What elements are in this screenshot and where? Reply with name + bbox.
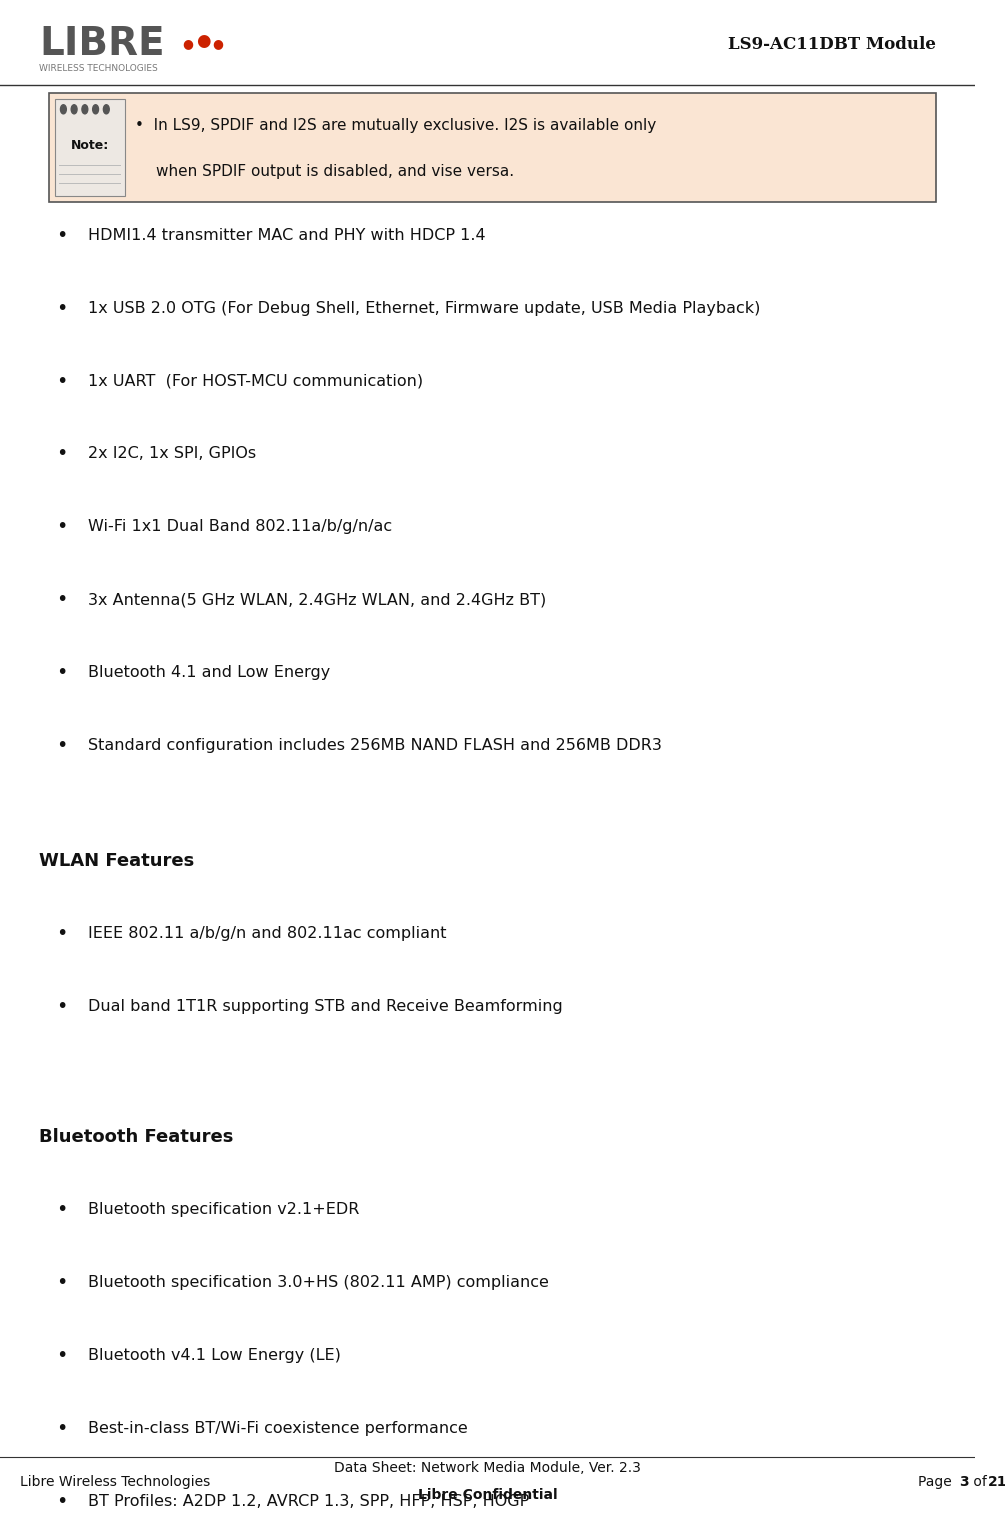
Text: Libre Wireless Technologies: Libre Wireless Technologies xyxy=(19,1474,210,1489)
Circle shape xyxy=(92,105,98,114)
Text: •: • xyxy=(55,736,67,754)
Text: Page: Page xyxy=(918,1474,956,1489)
Text: •: • xyxy=(55,372,67,390)
Text: ●: ● xyxy=(196,32,211,50)
Text: Standard configuration includes 256MB NAND FLASH and 256MB DDR3: Standard configuration includes 256MB NA… xyxy=(87,738,661,753)
Text: of: of xyxy=(969,1474,991,1489)
Text: •: • xyxy=(55,1274,67,1292)
FancyBboxPatch shape xyxy=(54,99,125,196)
Text: 1x UART  (For HOST-MCU communication): 1x UART (For HOST-MCU communication) xyxy=(87,373,423,389)
Text: •: • xyxy=(55,1419,67,1438)
Text: •: • xyxy=(55,924,67,943)
Text: •: • xyxy=(55,1492,67,1510)
Circle shape xyxy=(104,105,110,114)
Text: Best-in-class BT/Wi-Fi coexistence performance: Best-in-class BT/Wi-Fi coexistence perfo… xyxy=(87,1421,467,1436)
Text: 2x I2C, 1x SPI, GPIOs: 2x I2C, 1x SPI, GPIOs xyxy=(87,446,256,461)
Text: when SPDIF output is disabled, and vise versa.: when SPDIF output is disabled, and vise … xyxy=(156,164,515,179)
Text: •: • xyxy=(55,518,67,536)
Text: •: • xyxy=(55,226,67,244)
Text: Bluetooth specification 3.0+HS (802.11 AMP) compliance: Bluetooth specification 3.0+HS (802.11 A… xyxy=(87,1275,549,1290)
Text: 21: 21 xyxy=(988,1474,1005,1489)
Text: 1x USB 2.0 OTG (For Debug Shell, Ethernet, Firmware update, USB Media Playback): 1x USB 2.0 OTG (For Debug Shell, Etherne… xyxy=(87,301,760,316)
Text: ●: ● xyxy=(182,38,193,50)
FancyBboxPatch shape xyxy=(49,93,937,202)
Text: •: • xyxy=(55,1346,67,1365)
Text: •  In LS9, SPDIF and I2S are mutually exclusive. I2S is available only: • In LS9, SPDIF and I2S are mutually exc… xyxy=(135,118,656,134)
Text: Wi-Fi 1x1 Dual Band 802.11a/b/g/n/ac: Wi-Fi 1x1 Dual Band 802.11a/b/g/n/ac xyxy=(87,519,392,534)
Text: LIBRE: LIBRE xyxy=(39,24,165,64)
Text: Bluetooth 4.1 and Low Energy: Bluetooth 4.1 and Low Energy xyxy=(87,665,330,680)
Text: •: • xyxy=(55,997,67,1016)
Text: IEEE 802.11 a/b/g/n and 802.11ac compliant: IEEE 802.11 a/b/g/n and 802.11ac complia… xyxy=(87,926,446,941)
Text: •: • xyxy=(55,299,67,317)
Text: •: • xyxy=(55,1201,67,1219)
Circle shape xyxy=(60,105,66,114)
Text: 3x Antenna(5 GHz WLAN, 2.4GHz WLAN, and 2.4GHz BT): 3x Antenna(5 GHz WLAN, 2.4GHz WLAN, and … xyxy=(87,592,546,607)
Text: LS9-AC11DBT Module: LS9-AC11DBT Module xyxy=(729,35,937,53)
Text: ●: ● xyxy=(213,38,223,50)
Circle shape xyxy=(82,105,87,114)
Text: Note:: Note: xyxy=(70,138,109,152)
Text: HDMI1.4 transmitter MAC and PHY with HDCP 1.4: HDMI1.4 transmitter MAC and PHY with HDC… xyxy=(87,228,485,243)
Text: •: • xyxy=(55,591,67,609)
Text: 3: 3 xyxy=(959,1474,969,1489)
Text: BT Profiles: A2DP 1.2, AVRCP 1.3, SPP, HFP, HSP, HOGP: BT Profiles: A2DP 1.2, AVRCP 1.3, SPP, H… xyxy=(87,1494,529,1509)
Text: Data Sheet: Network Media Module, Ver. 2.3: Data Sheet: Network Media Module, Ver. 2… xyxy=(335,1460,641,1475)
Text: WLAN Features: WLAN Features xyxy=(39,852,194,870)
Text: •: • xyxy=(55,663,67,682)
Text: •: • xyxy=(55,445,67,463)
Text: Dual band 1T1R supporting STB and Receive Beamforming: Dual band 1T1R supporting STB and Receiv… xyxy=(87,999,563,1014)
Text: Bluetooth specification v2.1+EDR: Bluetooth specification v2.1+EDR xyxy=(87,1202,359,1217)
Text: WIRELESS TECHNOLOGIES: WIRELESS TECHNOLOGIES xyxy=(39,64,158,73)
Text: Bluetooth Features: Bluetooth Features xyxy=(39,1128,233,1146)
Circle shape xyxy=(71,105,77,114)
Text: Libre Confidential: Libre Confidential xyxy=(418,1488,558,1503)
Text: Bluetooth v4.1 Low Energy (LE): Bluetooth v4.1 Low Energy (LE) xyxy=(87,1348,341,1363)
